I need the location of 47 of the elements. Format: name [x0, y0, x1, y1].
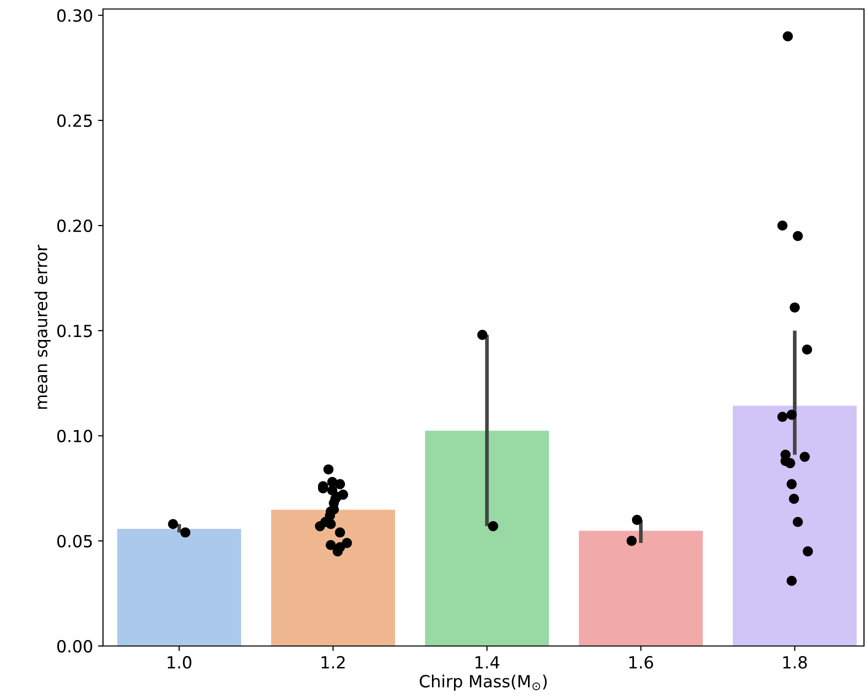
- bar: [425, 430, 549, 646]
- point: [326, 518, 336, 530]
- x-tick-label: 1.6: [629, 656, 654, 669]
- y-tick-label: 0.10: [57, 430, 92, 442]
- point: [786, 576, 797, 586]
- y-tick-label: 0.15: [57, 324, 92, 338]
- x-axis-title: Chirp Mass(M$_{⊙}$): [420, 674, 547, 691]
- point: [334, 527, 346, 538]
- point: [632, 514, 642, 525]
- point: [777, 220, 788, 231]
- bar: [117, 528, 242, 646]
- point: [626, 536, 637, 546]
- bar: [271, 510, 396, 646]
- point: [323, 464, 334, 474]
- point: [788, 494, 800, 504]
- x-tick-label: 1.8: [783, 656, 807, 669]
- point: [332, 546, 343, 556]
- point: [314, 521, 326, 532]
- bar: [578, 530, 703, 646]
- point: [785, 458, 796, 468]
- y-tick-label: 0.30: [57, 9, 92, 22]
- point: [800, 452, 810, 462]
- point: [180, 527, 190, 538]
- point: [488, 521, 498, 532]
- y-tick-label: 0.25: [57, 114, 92, 127]
- x-tick-label: 1.0: [168, 656, 192, 669]
- y-tick-label: 0.20: [57, 220, 92, 232]
- point: [792, 230, 803, 242]
- point: [786, 410, 797, 420]
- point: [790, 302, 800, 313]
- point: [802, 546, 813, 556]
- point: [786, 479, 797, 490]
- y-tick-label: 0.05: [57, 534, 92, 548]
- x-tick-label: 1.4: [476, 656, 500, 668]
- point: [792, 516, 803, 528]
- bar: [732, 406, 857, 646]
- point: [777, 412, 788, 422]
- point: [334, 479, 346, 490]
- point: [168, 518, 178, 530]
- point: [802, 344, 812, 355]
- x-tick-label: 1.2: [322, 656, 345, 668]
- point: [782, 31, 793, 42]
- point: [477, 330, 488, 340]
- y-axis-title: mean sqaured error: [34, 244, 51, 409]
- y-tick-label: 0.00: [57, 640, 92, 653]
- point: [342, 538, 352, 548]
- point: [326, 540, 336, 550]
